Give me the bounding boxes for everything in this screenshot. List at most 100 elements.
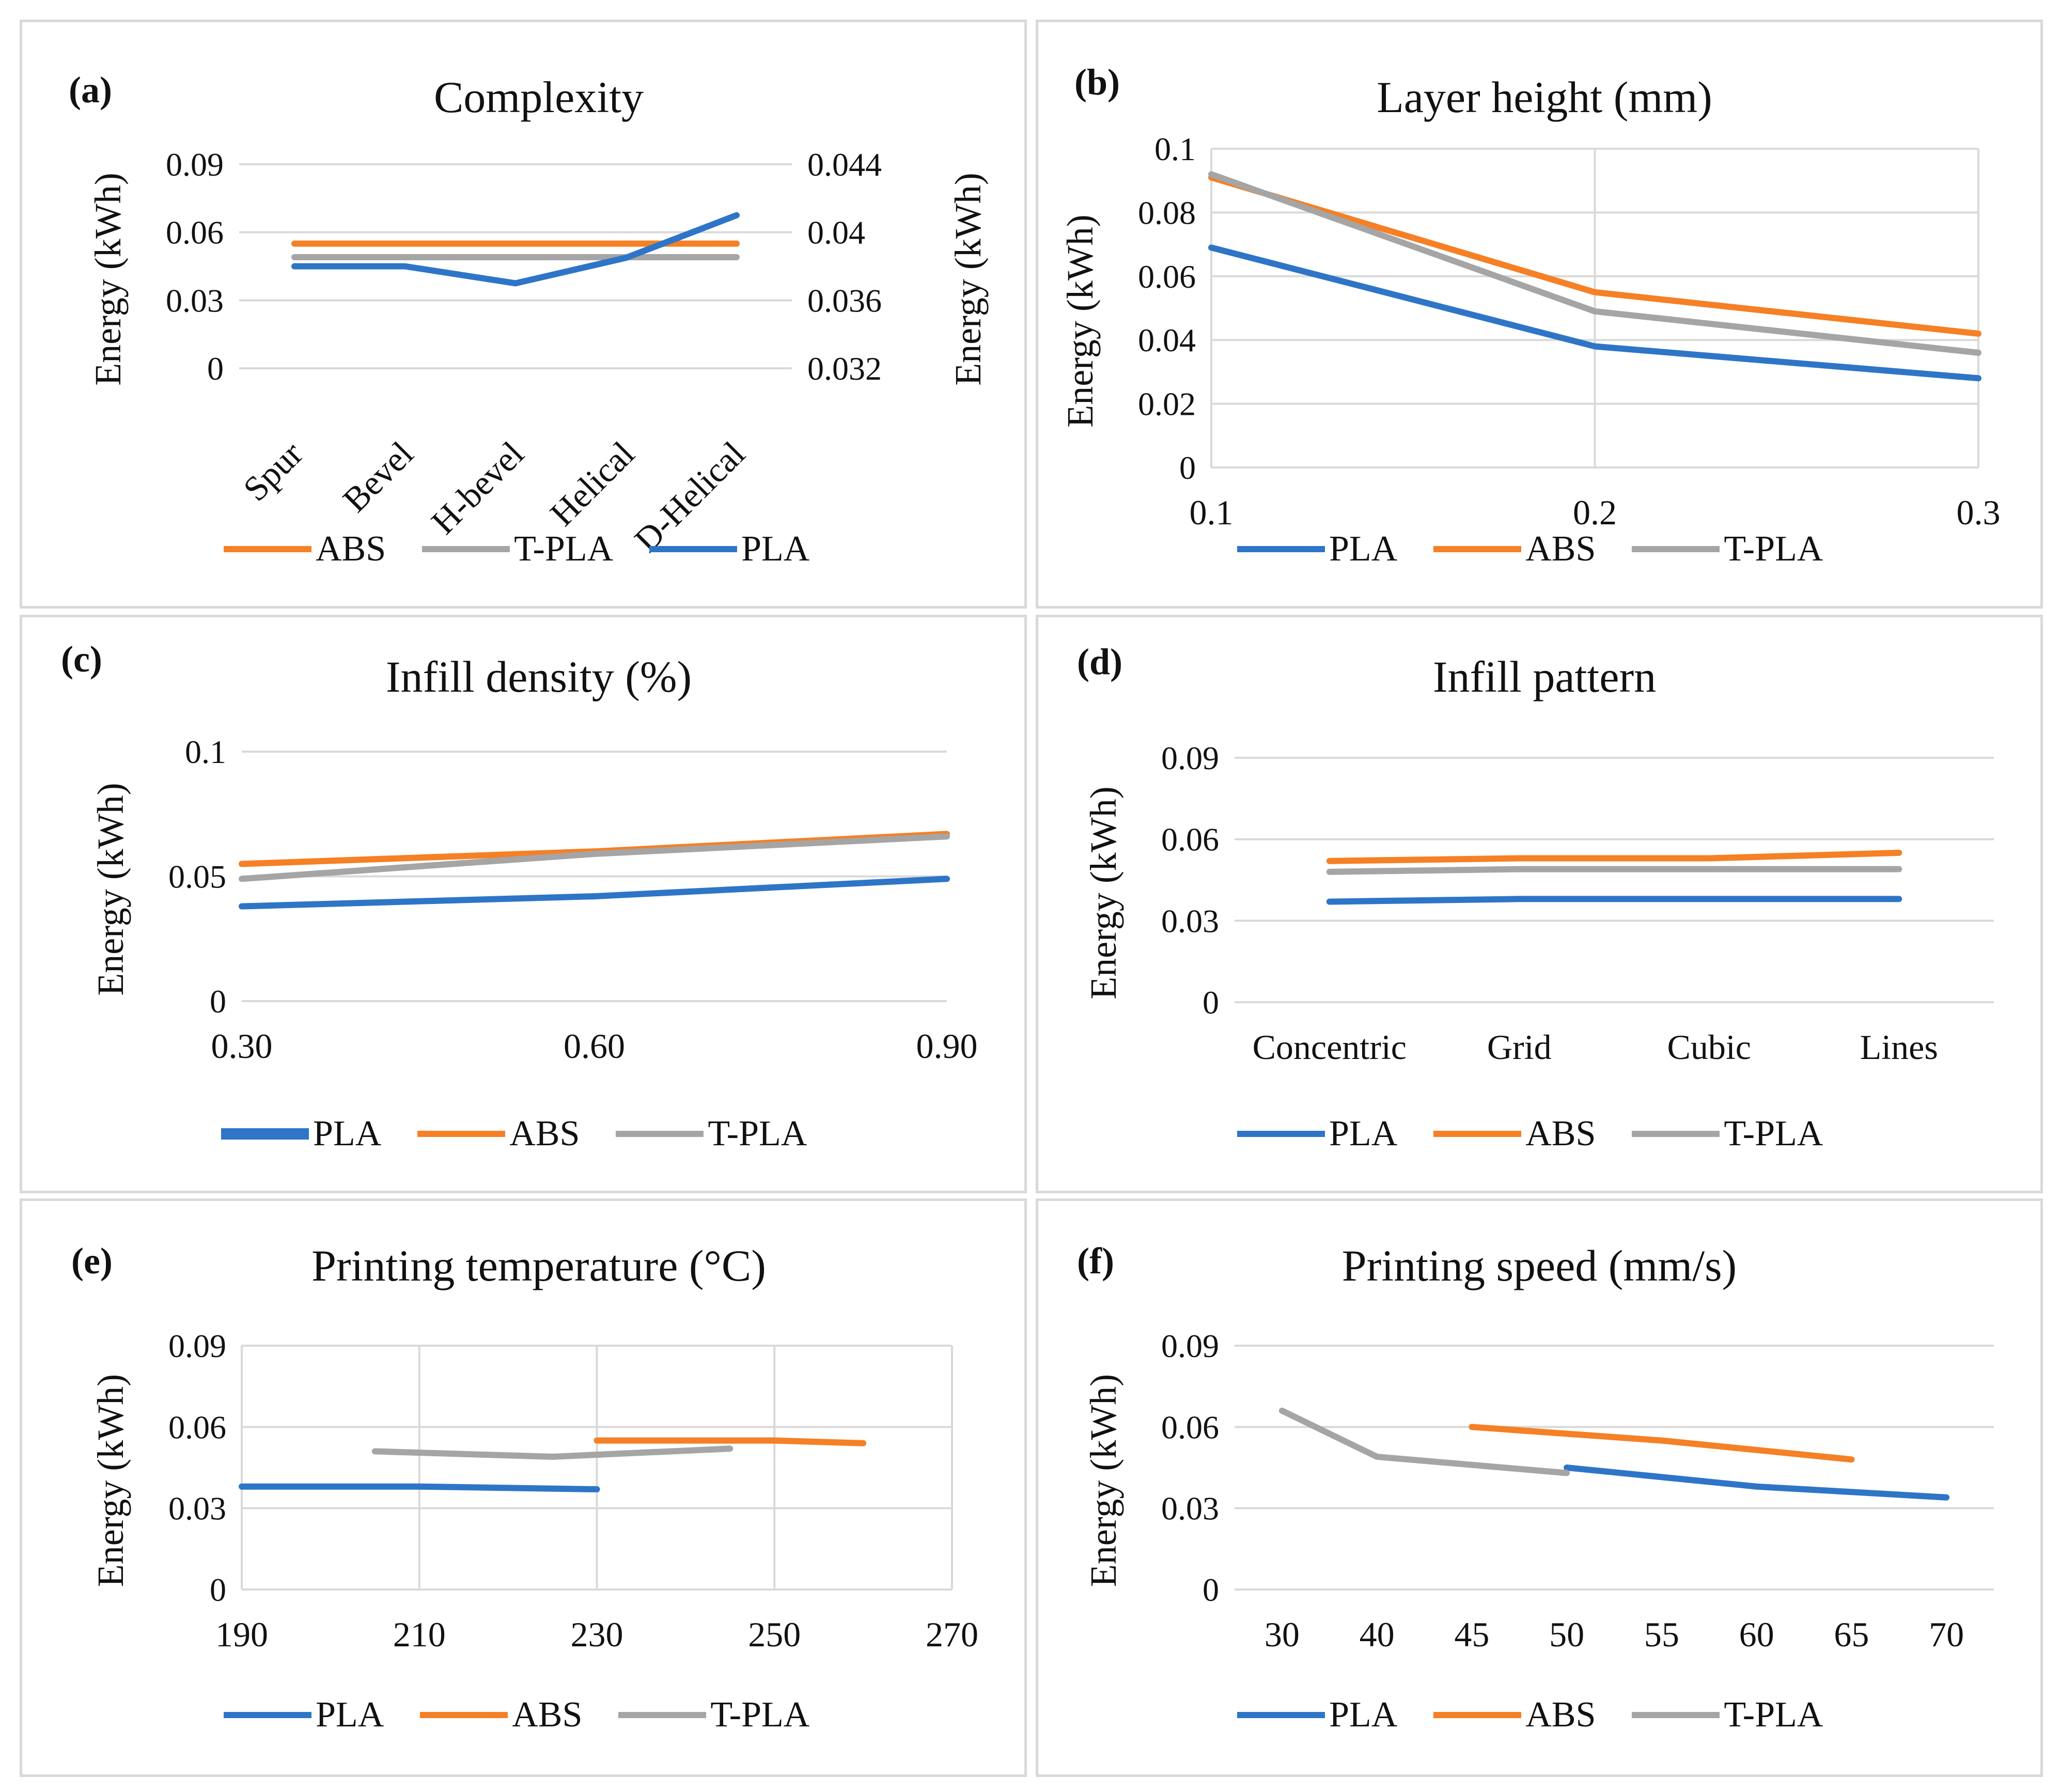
chart-title: Layer height (mm) (1377, 72, 1712, 122)
series-line-abs (239, 831, 950, 867)
legend-item-pla: PLA (1237, 1113, 1397, 1155)
x-tick-label: 0.1 (1190, 493, 1234, 532)
series-line-abs (1208, 174, 1981, 337)
y2-tick-label: 0.036 (807, 282, 882, 319)
legend-swatch-tpla (1632, 546, 1720, 552)
series-line-pla (1564, 1464, 1950, 1501)
legend-swatch-pla (1237, 1131, 1325, 1137)
legend-swatch-tpla (1632, 1712, 1720, 1718)
legend-item-abs: ABS (420, 1694, 582, 1736)
legend-label: PLA (1329, 1114, 1398, 1154)
series-line-abs (594, 1437, 867, 1446)
y-tick-label: 0 (1179, 449, 1196, 486)
x-tick-label: 230 (571, 1615, 623, 1654)
legend-swatch-abs (420, 1712, 508, 1718)
y-tick-label: 0.06 (166, 214, 224, 251)
legend-label: T-PLA (1724, 1695, 1823, 1735)
y-tick-label: 0.03 (1161, 1490, 1219, 1527)
x-tick-label: Concentric (1253, 1027, 1407, 1067)
x-tick-label: Bevel (335, 434, 421, 520)
x-tick-label: 0.3 (1957, 493, 2001, 532)
legend-swatch-pla (649, 546, 738, 552)
y-tick-label: 0.09 (1161, 1328, 1219, 1364)
legend-swatch-abs (1433, 1712, 1522, 1718)
legend-item-abs: ABS (417, 1113, 580, 1155)
y2-tick-label: 0.044 (807, 146, 882, 183)
series-line-t-pla (371, 1445, 734, 1460)
y-axis-label: Energy (kWh) (90, 783, 131, 996)
panel-f: (f) Printing speed (mm/s) 0 0.03 0.06 0.09 3… (1036, 1198, 2043, 1777)
panel-letter: (b) (1074, 61, 1120, 103)
y-tick-label: 0 (210, 1571, 226, 1608)
y-tick-label: 0.03 (1161, 902, 1219, 939)
y-axis-label: Energy (kWh) (1083, 786, 1124, 1000)
legend-swatch-tpla (616, 1131, 704, 1137)
series-line-t-pla (239, 833, 950, 882)
y-tick-label: 0.04 (1138, 322, 1196, 359)
y2-tick-label: 0.04 (807, 214, 865, 251)
legend-swatch-abs (1433, 546, 1522, 552)
chart-title: Printing speed (mm/s) (1341, 1241, 1737, 1290)
legend-swatch-tpla (422, 546, 510, 552)
panel-letter: (a) (69, 69, 112, 111)
x-tick-label: 0.30 (211, 1026, 273, 1066)
legend-label: PLA (1329, 529, 1398, 569)
legend-item-pla: PLA (1237, 528, 1397, 570)
legend-label: ABS (316, 529, 386, 569)
legend-label: PLA (1329, 1695, 1398, 1735)
series-line-pla (239, 876, 950, 910)
legend-item-tpla: T-PLA (1632, 1113, 1823, 1155)
x-tick-label: 65 (1834, 1615, 1869, 1654)
x-tick-label: 60 (1739, 1615, 1774, 1654)
legend: PLA ABS T-PLA (1237, 1113, 1859, 1155)
legend-swatch-pla (1237, 1712, 1325, 1718)
y2-tick-label: 0.032 (807, 350, 882, 387)
legend-swatch-abs (1433, 1131, 1522, 1137)
y-axis-label: Energy (kWh) (1059, 214, 1101, 428)
panel-d: (d) Infill pattern 0 0.03 0.06 0.09 Concentr… (1036, 615, 2043, 1193)
chart-svg: 0 0.05 0.1 0.30 0.60 0.90 Energy (kWh) (90, 734, 978, 1066)
chart-svg: 0 0.03 0.06 0.09 30 40 45 50 55 60 65 70 Energy (kWh… (1083, 1328, 1994, 1654)
y-tick-label: 0.05 (168, 859, 226, 895)
legend-swatch-pla (224, 1712, 311, 1718)
y-tick-label: 0.09 (1161, 740, 1219, 776)
x-tick-label: 40 (1360, 1615, 1395, 1654)
y-tick-label: 0 (210, 983, 226, 1020)
legend-item-tpla: T-PLA (1632, 1694, 1823, 1736)
legend-item-tpla: T-PLA (616, 1113, 807, 1155)
legend: PLA ABS T-PLA (1237, 1694, 1859, 1736)
legend-swatch-pla (221, 1128, 309, 1140)
y-tick-label: 0 (1203, 984, 1219, 1021)
series-line-pla (291, 212, 740, 287)
x-tick-label: Lines (1860, 1027, 1938, 1067)
series-line-pla (1208, 244, 1981, 382)
y-axis-label: Energy (kWh) (1083, 1374, 1124, 1587)
x-tick-label: H-bevel (424, 434, 532, 542)
x-tick-label: 45 (1454, 1615, 1489, 1654)
legend-label: T-PLA (708, 1114, 807, 1154)
y-tick-label: 0.06 (1138, 258, 1196, 295)
chart-title: Infill density (%) (385, 652, 692, 702)
series-line-t-pla (1208, 171, 1981, 356)
legend-item-abs: ABS (1433, 528, 1596, 570)
x-tick-label: Grid (1487, 1027, 1552, 1067)
y-tick-label: 0.1 (185, 734, 226, 770)
y-tick-label: 0.06 (168, 1409, 226, 1445)
legend: PLA ABS T-PLA (1237, 528, 1859, 570)
y-tick-label: 0.1 (1154, 131, 1196, 167)
y-tick-label: 0.08 (1138, 194, 1196, 231)
y-tick-label: 0 (1203, 1571, 1219, 1608)
chart-svg: 0 0.02 0.04 0.06 0.08 0.1 0.1 0.2 0.3 Energy (kWh… (1059, 131, 2001, 532)
legend-swatch-tpla (618, 1712, 707, 1718)
y-tick-label: 0.02 (1138, 386, 1196, 423)
legend-label: T-PLA (1724, 529, 1823, 569)
x-tick-label: Cubic (1667, 1027, 1751, 1067)
legend-swatch-tpla (1632, 1131, 1720, 1137)
legend-item-tpla: T-PLA (1632, 528, 1823, 570)
legend-item-tpla: T-PLA (618, 1694, 809, 1736)
legend: ABS T-PLA PLA (224, 528, 846, 570)
legend-label: ABS (512, 1695, 583, 1735)
legend: PLA ABS T-PLA (221, 1113, 843, 1155)
y-tick-label: 0.06 (1161, 821, 1219, 858)
legend-item-pla: PLA (649, 528, 809, 570)
